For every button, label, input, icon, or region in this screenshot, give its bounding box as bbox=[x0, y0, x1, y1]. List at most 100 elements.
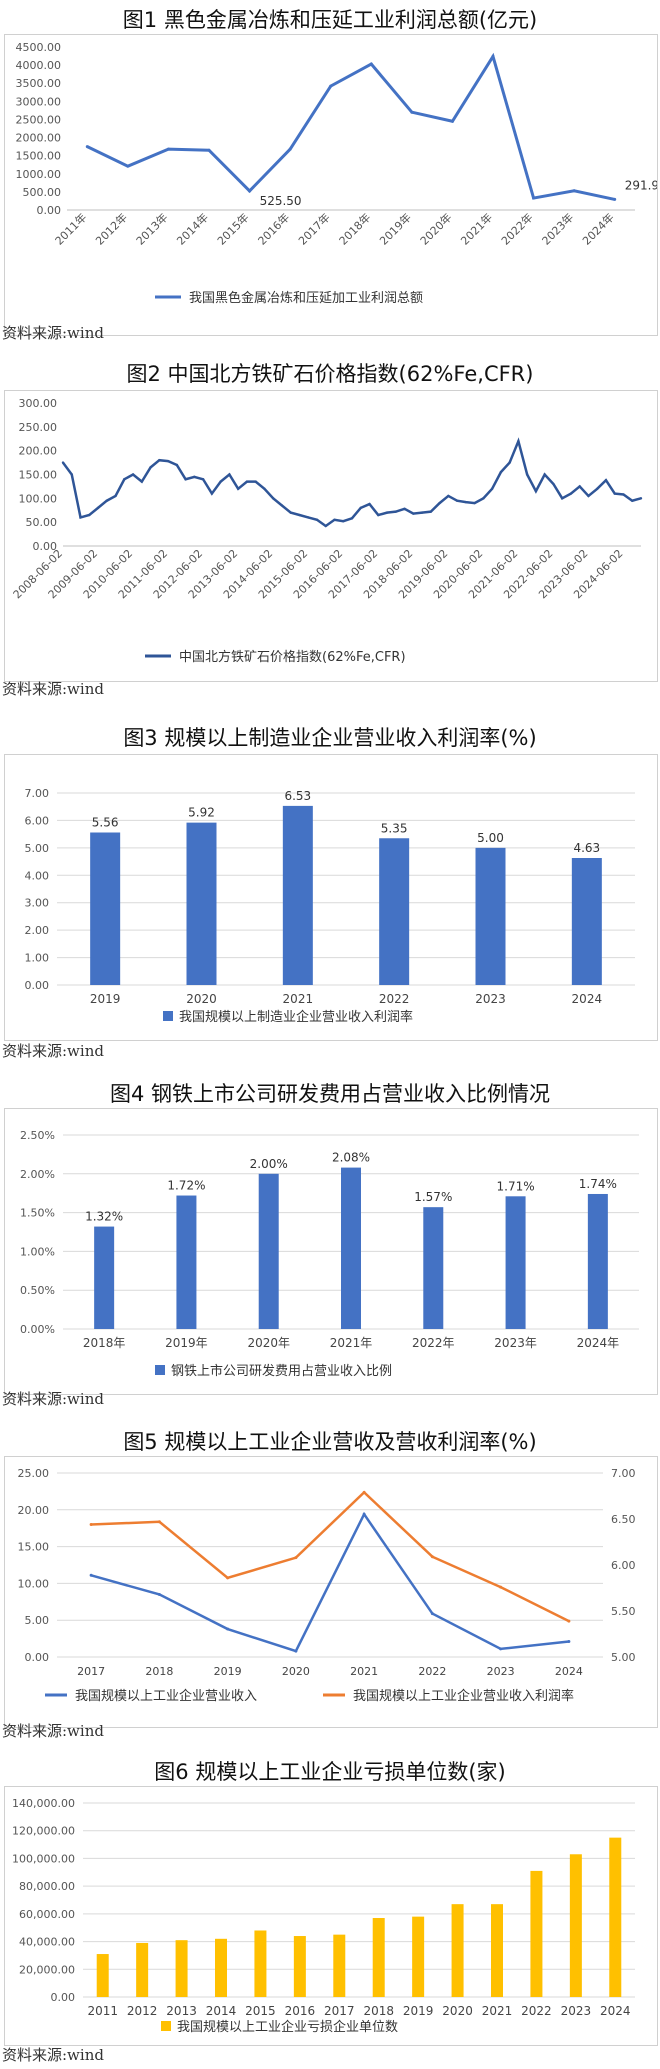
chart1-series-line bbox=[86, 52, 616, 201]
chart2-point bbox=[508, 461, 511, 464]
chart1-y-tick-label: 1500.00 bbox=[16, 150, 62, 163]
chart2-point bbox=[166, 459, 170, 463]
chart2-point bbox=[96, 506, 100, 510]
chart2-point bbox=[552, 482, 555, 486]
chart2-point bbox=[534, 489, 538, 493]
chart2-point bbox=[228, 473, 231, 476]
chart3-y-tick-label: 2.00 bbox=[25, 924, 50, 937]
chart1-data-label: 525.50 bbox=[260, 194, 302, 208]
chart5-series-2-point bbox=[499, 1585, 503, 1589]
chart2-point bbox=[490, 487, 494, 490]
chart2-point bbox=[560, 497, 564, 500]
chart2-point bbox=[412, 512, 415, 515]
chart2-point bbox=[263, 487, 266, 490]
chart2-point bbox=[298, 513, 301, 517]
chart5-yright-tick-label: 6.00 bbox=[611, 1559, 636, 1572]
chart2-y-tick-label: 150.00 bbox=[19, 469, 58, 482]
chart2-point bbox=[385, 511, 389, 514]
chart1-x-tick-label: 2023年 bbox=[539, 210, 576, 247]
chart1-point bbox=[207, 148, 211, 152]
chart5-series-1-point bbox=[499, 1647, 503, 1651]
chart5-series-1-point bbox=[430, 1612, 434, 1616]
chart6-bar bbox=[451, 1904, 464, 1997]
chart2-point bbox=[254, 480, 257, 483]
chart2-point bbox=[61, 461, 65, 464]
chart3-y-tick-label: 5.00 bbox=[25, 842, 50, 855]
chart1-point bbox=[126, 164, 130, 168]
chart-6-source: 资料来源:wind bbox=[2, 2046, 104, 2064]
chart2-y-tick-label: 50.00 bbox=[26, 516, 58, 529]
chart4-x-tick-label: 2021年 bbox=[330, 1336, 373, 1350]
chart3-x-tick-label: 2023 bbox=[475, 992, 506, 1006]
chart5-series-2-legend-label: 我国规模以上工业企业营业收入利润率 bbox=[353, 1688, 574, 1704]
chart4-bar bbox=[176, 1195, 197, 1329]
chart2-point bbox=[342, 520, 345, 523]
chart2-point bbox=[525, 473, 529, 476]
chart1-y-tick-label: 2000.00 bbox=[16, 132, 62, 145]
chart1-y-tick-label: 4000.00 bbox=[16, 59, 62, 72]
chart-3-frame: 0.00 1.00 2.00 3.00 4.00 5.00 6.00 7.00 2019 5.56… bbox=[4, 754, 658, 1041]
chart6-bar bbox=[569, 1854, 582, 1997]
chart3-legend-label: 我国规模以上制造业企业营业收入利润率 bbox=[179, 1009, 413, 1025]
chart-2-svg: 0.0050.00100.00150.00200.00250.00300.002… bbox=[11, 397, 643, 665]
chart2-point bbox=[114, 494, 117, 498]
chart-4-source: 资料来源:wind bbox=[2, 1390, 104, 1408]
chart3-y-tick-label: 4.00 bbox=[25, 869, 50, 882]
chart2-point bbox=[596, 487, 599, 490]
chart1-x-tick-label: 2015年 bbox=[214, 210, 251, 247]
chart1-point bbox=[572, 189, 576, 193]
chart4-x-tick-label: 2019年 bbox=[165, 1336, 208, 1350]
chart4-bar bbox=[505, 1196, 526, 1329]
chart1-point bbox=[491, 54, 495, 58]
chart6-y-tick-label: 40,000.00 bbox=[19, 1936, 75, 1949]
chart5-yleft-tick-label: 0.00 bbox=[25, 1651, 50, 1664]
chart2-point bbox=[447, 494, 450, 498]
chart-6-svg: 0.00 20,000.00 40,000.00 60,000.00 80,000.00… bbox=[12, 1797, 635, 2035]
chart-2-title: 图2 中国北方铁矿石价格指数(62%Fe,CFR) bbox=[126, 362, 534, 386]
chart2-point bbox=[79, 516, 82, 519]
chart2-point bbox=[131, 473, 135, 476]
chart-1-svg: 0.00 500.00 1000.00 1500.00 2000.00 2500.00 30… bbox=[16, 41, 660, 306]
chart4-data-label: 1.72% bbox=[167, 1179, 205, 1193]
chart2-point bbox=[613, 492, 616, 495]
chart1-x-tick-label: 2018年 bbox=[336, 210, 373, 247]
chart4-data-label: 2.00% bbox=[250, 1157, 288, 1171]
chart5-series-2-point bbox=[157, 1520, 161, 1524]
chart6-bar bbox=[254, 1930, 267, 1997]
chart2-point bbox=[377, 513, 380, 517]
chart5-series-1-point bbox=[567, 1640, 571, 1644]
chart4-data-label: 2.08% bbox=[332, 1151, 370, 1165]
chart2-point bbox=[587, 494, 590, 498]
chart5-yright-tick-label: 7.00 bbox=[611, 1467, 636, 1480]
chart4-bar bbox=[423, 1207, 444, 1329]
chart5-yleft-tick-label: 20.00 bbox=[18, 1504, 50, 1517]
chart3-y-tick-label: 6.00 bbox=[25, 814, 50, 827]
chart5-x-tick-label: 2022 bbox=[418, 1665, 446, 1678]
chart2-point bbox=[499, 470, 503, 474]
chart5-series-1-point bbox=[89, 1573, 93, 1577]
chart2-y-tick-label: 250.00 bbox=[19, 421, 58, 434]
chart6-bar bbox=[333, 1934, 346, 1997]
chart-5-title: 图5 规模以上工业企业营收及营收利润率(%) bbox=[123, 1430, 537, 1454]
chart2-point bbox=[289, 511, 292, 514]
chart5-yright-tick-label: 5.00 bbox=[611, 1651, 636, 1664]
chart3-data-label: 5.92 bbox=[188, 806, 215, 820]
chart1-y-tick-label: 3000.00 bbox=[16, 95, 62, 108]
chart6-x-tick-label: 2016 bbox=[285, 2004, 316, 2018]
chart4-data-label: 1.74% bbox=[579, 1177, 617, 1191]
chart5-series-2-point bbox=[567, 1619, 571, 1623]
chart3-y-tick-label: 7.00 bbox=[25, 787, 50, 800]
chart5-series-2-line bbox=[91, 1490, 570, 1623]
chart-1-frame: 0.00 500.00 1000.00 1500.00 2000.00 2500.00 30… bbox=[4, 34, 660, 336]
chart5-yleft-tick-label: 10.00 bbox=[18, 1577, 50, 1590]
chart2-legend-label: 中国北方铁矿石价格指数(62%Fe,CFR) bbox=[179, 649, 406, 665]
chart2-point bbox=[359, 506, 362, 510]
chart3-bar bbox=[282, 805, 313, 985]
chart3-x-tick-label: 2024 bbox=[572, 992, 603, 1006]
chart1-y-tick-label: 500.00 bbox=[23, 186, 62, 199]
chart1-point bbox=[410, 110, 414, 114]
chart5-series-2-point bbox=[294, 1556, 298, 1560]
chart2-y-tick-label: 300.00 bbox=[19, 397, 58, 410]
chart5-x-tick-label: 2017 bbox=[77, 1665, 105, 1678]
chart5-yright-tick-label: 6.50 bbox=[611, 1513, 636, 1526]
